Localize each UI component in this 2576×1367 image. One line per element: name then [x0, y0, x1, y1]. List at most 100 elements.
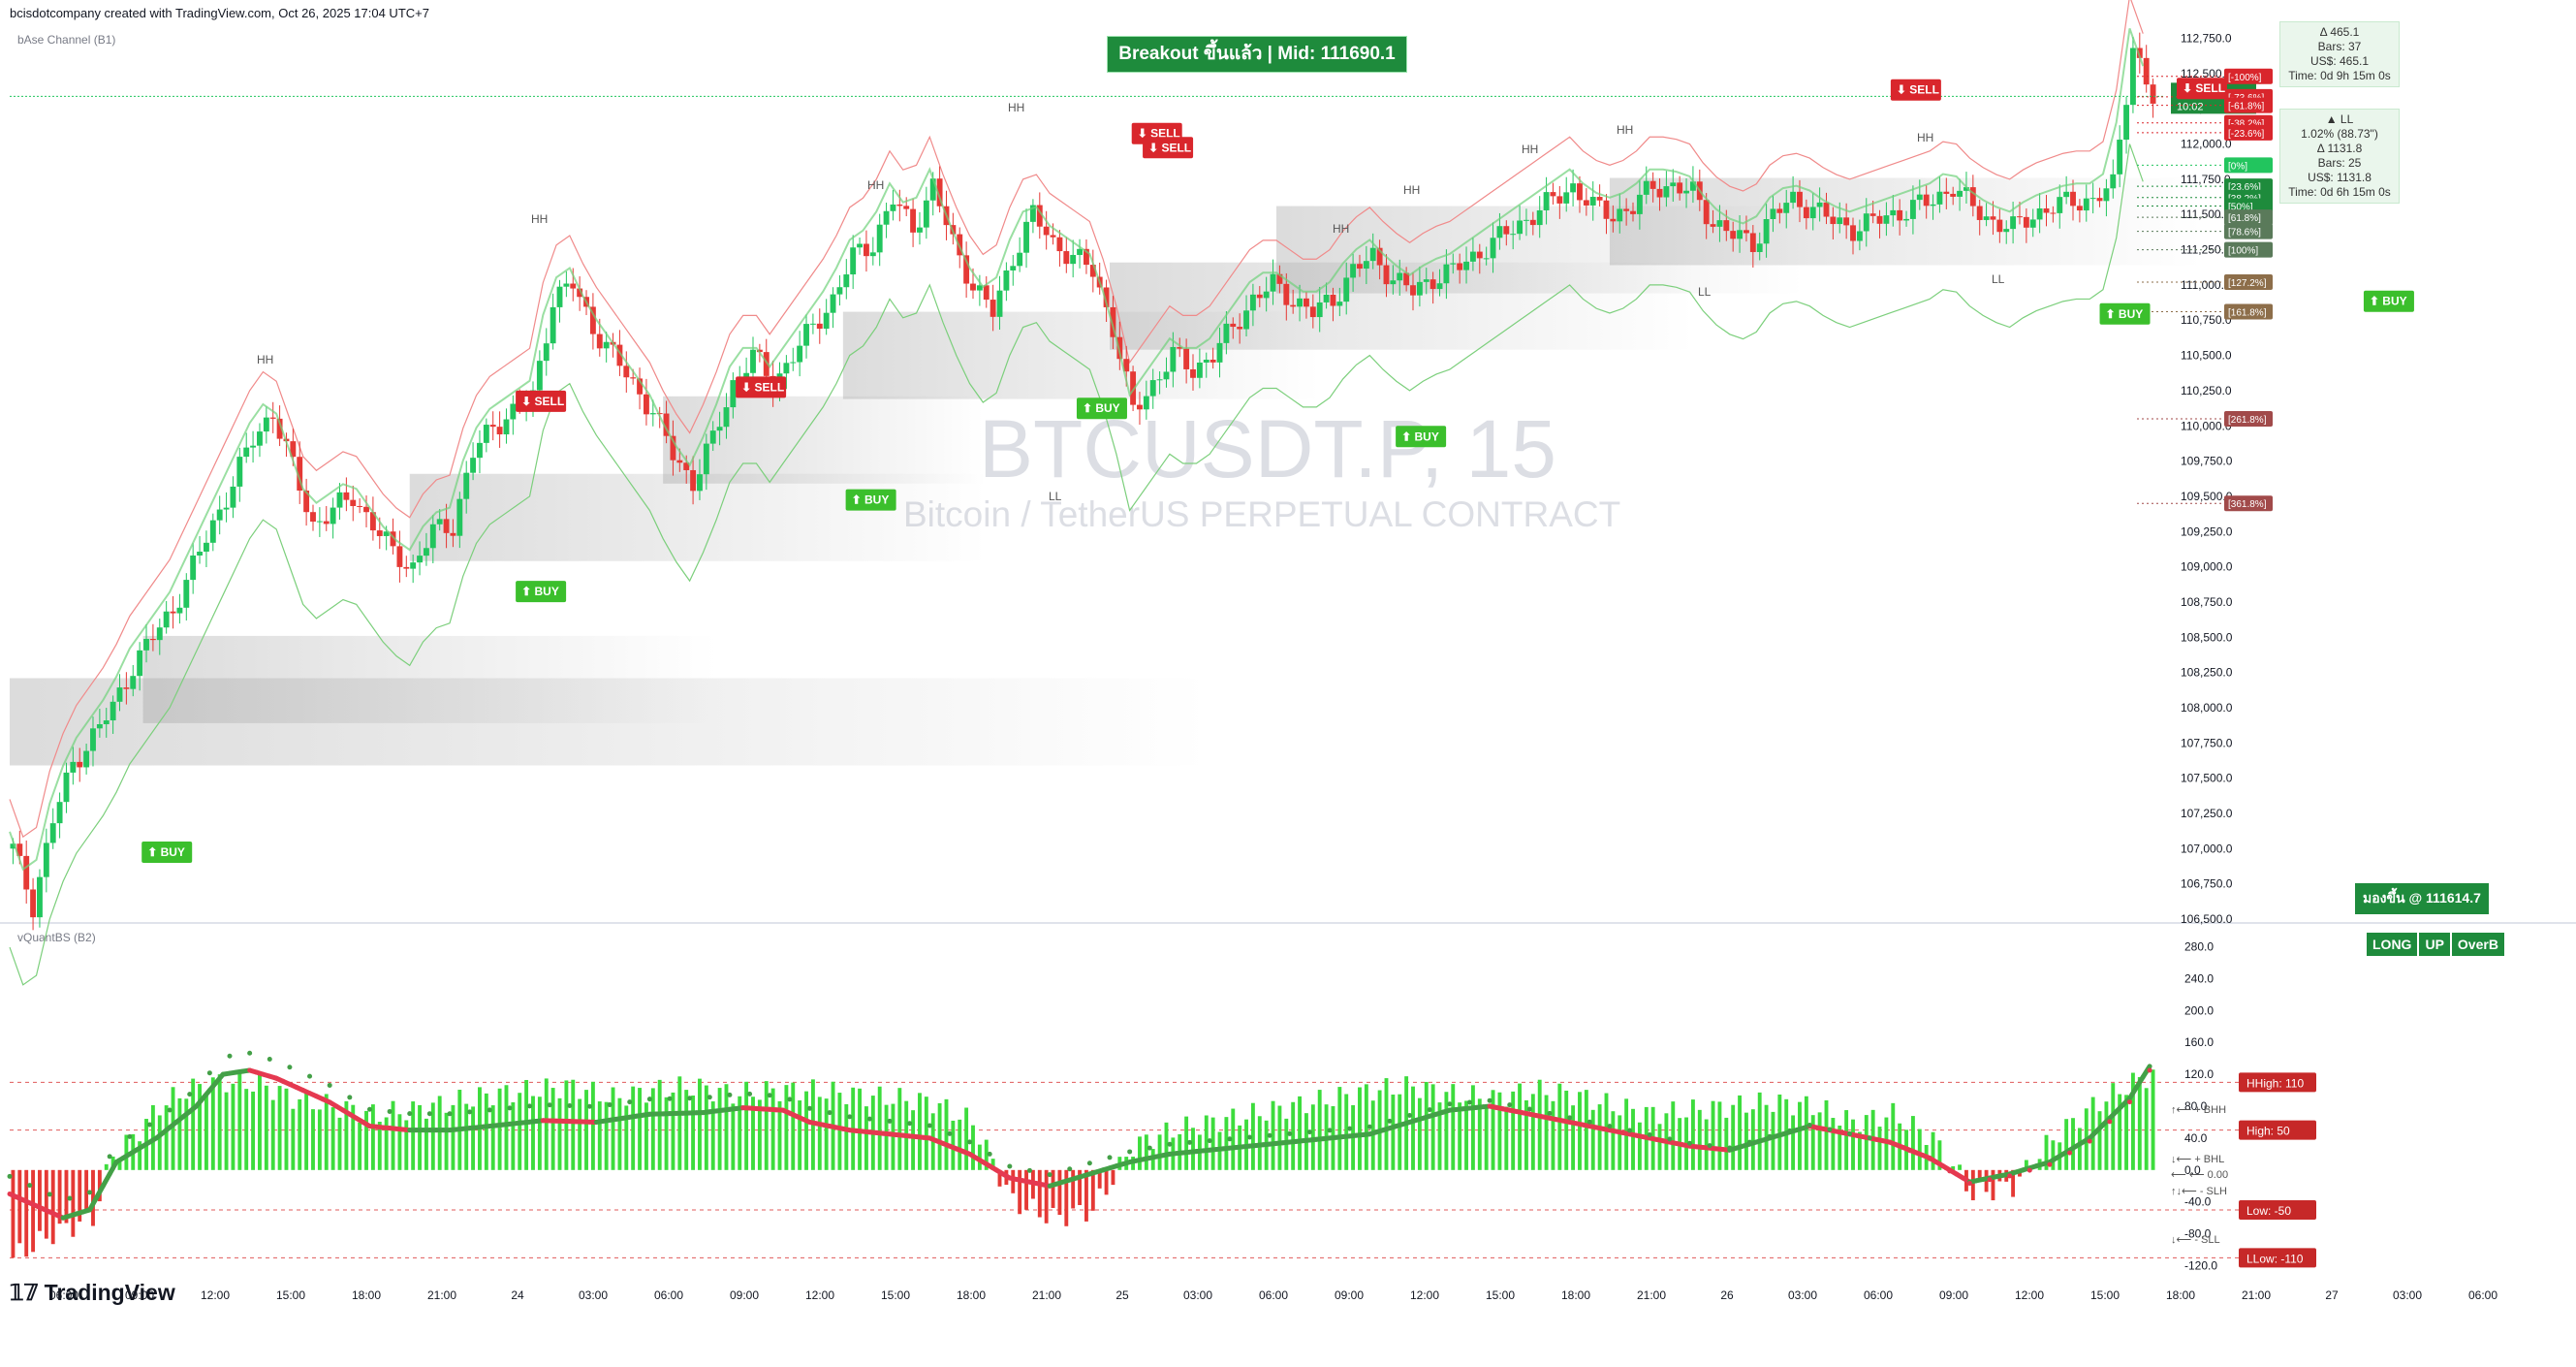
- osc-dot: [1867, 1135, 1872, 1141]
- osc-histogram-bar: [1810, 1115, 1815, 1170]
- candle-body: [223, 507, 230, 510]
- osc-dot: [1966, 1181, 1972, 1187]
- osc-dot: [387, 1108, 393, 1114]
- osc-dot: [1927, 1156, 1932, 1161]
- osc-histogram-bar: [1090, 1169, 1095, 1211]
- swing-label-hh: HH: [1008, 101, 1024, 114]
- osc-dot: [967, 1139, 973, 1145]
- y-tick-label: 108,250.0: [2181, 666, 2233, 680]
- osc-histogram-bar: [38, 1169, 42, 1231]
- osc-histogram-bar: [884, 1104, 889, 1170]
- candle-body: [1203, 360, 1209, 363]
- fib-level-label: [50%]: [2228, 203, 2253, 213]
- signal-label: ⬆ BUY: [852, 493, 890, 507]
- indicator-label-bottom[interactable]: vQuantBS (B2): [17, 931, 96, 944]
- candle-body: [1056, 237, 1063, 252]
- signal-label: ⬇ SELL: [1148, 141, 1191, 154]
- candle-body: [1010, 266, 1017, 270]
- osc-dot: [426, 1111, 432, 1117]
- osc-histogram-bar: [1831, 1118, 1836, 1170]
- candle-body: [436, 519, 443, 525]
- candle-body: [330, 507, 336, 525]
- candle-body: [556, 286, 563, 307]
- osc-histogram-bar: [1671, 1101, 1676, 1170]
- osc-histogram-bar: [1364, 1084, 1368, 1170]
- x-tick-label: 15:00: [1486, 1288, 1515, 1302]
- osc-dot: [1227, 1136, 1233, 1142]
- tradingview-logo[interactable]: 𝟙𝟟 TradingView: [10, 1280, 175, 1306]
- osc-histogram-bar: [724, 1084, 729, 1170]
- candle-body: [797, 345, 803, 363]
- candle-body: [429, 524, 436, 549]
- indicator-label-top[interactable]: bAse Channel (B1): [17, 33, 116, 47]
- candle-body: [390, 531, 396, 547]
- osc-dot: [827, 1110, 832, 1116]
- osc-histogram-bar: [31, 1169, 36, 1253]
- candle-body: [1110, 306, 1116, 337]
- osc-histogram-bar: [2097, 1111, 2102, 1170]
- signal-sell-tag: [1890, 79, 1941, 101]
- candle-body: [1290, 304, 1297, 307]
- candle-body: [1363, 261, 1369, 270]
- x-tick-label: 03:00: [579, 1288, 608, 1302]
- osc-dot: [1686, 1140, 1692, 1146]
- candle-body: [176, 607, 183, 614]
- osc-histogram-bar: [1298, 1096, 1303, 1170]
- osc-histogram-bar: [490, 1105, 495, 1170]
- consolidation-zone: [663, 396, 985, 484]
- osc-dot: [227, 1053, 233, 1059]
- swing-label-hh: HH: [257, 353, 273, 366]
- candle-body: [1663, 186, 1670, 198]
- osc-histogram-bar: [351, 1104, 356, 1170]
- candle-body: [110, 701, 116, 721]
- osc-histogram-bar: [317, 1109, 322, 1170]
- osc-histogram-bar: [731, 1103, 736, 1170]
- osc-histogram-bar: [757, 1099, 762, 1170]
- fib-level-label: [-100%]: [2228, 73, 2262, 83]
- hh-info-line: Δ 465.1: [2319, 25, 2360, 39]
- osc-dot: [1627, 1128, 1633, 1133]
- osc-histogram-bar: [971, 1125, 975, 1170]
- osc-histogram-bar: [557, 1097, 562, 1170]
- candle-body: [2089, 198, 2096, 200]
- signal-buy-tag: [845, 489, 896, 511]
- candle-body: [43, 842, 49, 877]
- signal-sell-tag: [1143, 137, 1194, 159]
- candle-body: [1423, 279, 1429, 282]
- candle-body: [1610, 218, 1617, 222]
- osc-histogram-bar: [1711, 1100, 1715, 1170]
- candle-body: [990, 300, 996, 317]
- osc-histogram-bar: [304, 1090, 309, 1170]
- tradingview-logo-text: TradingView: [44, 1280, 175, 1305]
- candle-body: [1617, 208, 1623, 222]
- osc-histogram-bar: [617, 1097, 622, 1170]
- osc-histogram-bar: [1511, 1091, 1516, 1170]
- osc-histogram-bar: [177, 1097, 182, 1170]
- candle-body: [423, 548, 429, 556]
- fib-level-label: [161.8%]: [2228, 308, 2267, 319]
- fib-level-label: [361.8%]: [2228, 499, 2267, 510]
- y-tick-label: 110,500.0: [2181, 349, 2232, 363]
- osc-dot: [87, 1190, 93, 1195]
- osc-histogram-bar: [210, 1077, 215, 1170]
- candle-body: [1683, 190, 1689, 194]
- osc-dot: [267, 1056, 272, 1062]
- osc-dot: [1767, 1133, 1773, 1139]
- candle-body: [1050, 235, 1056, 238]
- candle-body: [1316, 302, 1323, 318]
- osc-histogram-bar: [1851, 1119, 1855, 1170]
- candle-body: [350, 499, 357, 506]
- x-tick-label: 18:00: [957, 1288, 986, 1302]
- osc-dot: [1787, 1128, 1793, 1133]
- osc-histogram-bar: [264, 1085, 268, 1170]
- osc-histogram-bar: [344, 1100, 349, 1170]
- candle-body: [1830, 216, 1837, 225]
- osc-dot: [2007, 1173, 2013, 1179]
- candle-body: [550, 306, 556, 344]
- candle-body: [1536, 209, 1543, 226]
- candle-body: [1170, 346, 1177, 372]
- candle-body: [483, 425, 489, 443]
- osc-histogram-bar: [2124, 1095, 2128, 1170]
- candle-body: [2083, 198, 2089, 211]
